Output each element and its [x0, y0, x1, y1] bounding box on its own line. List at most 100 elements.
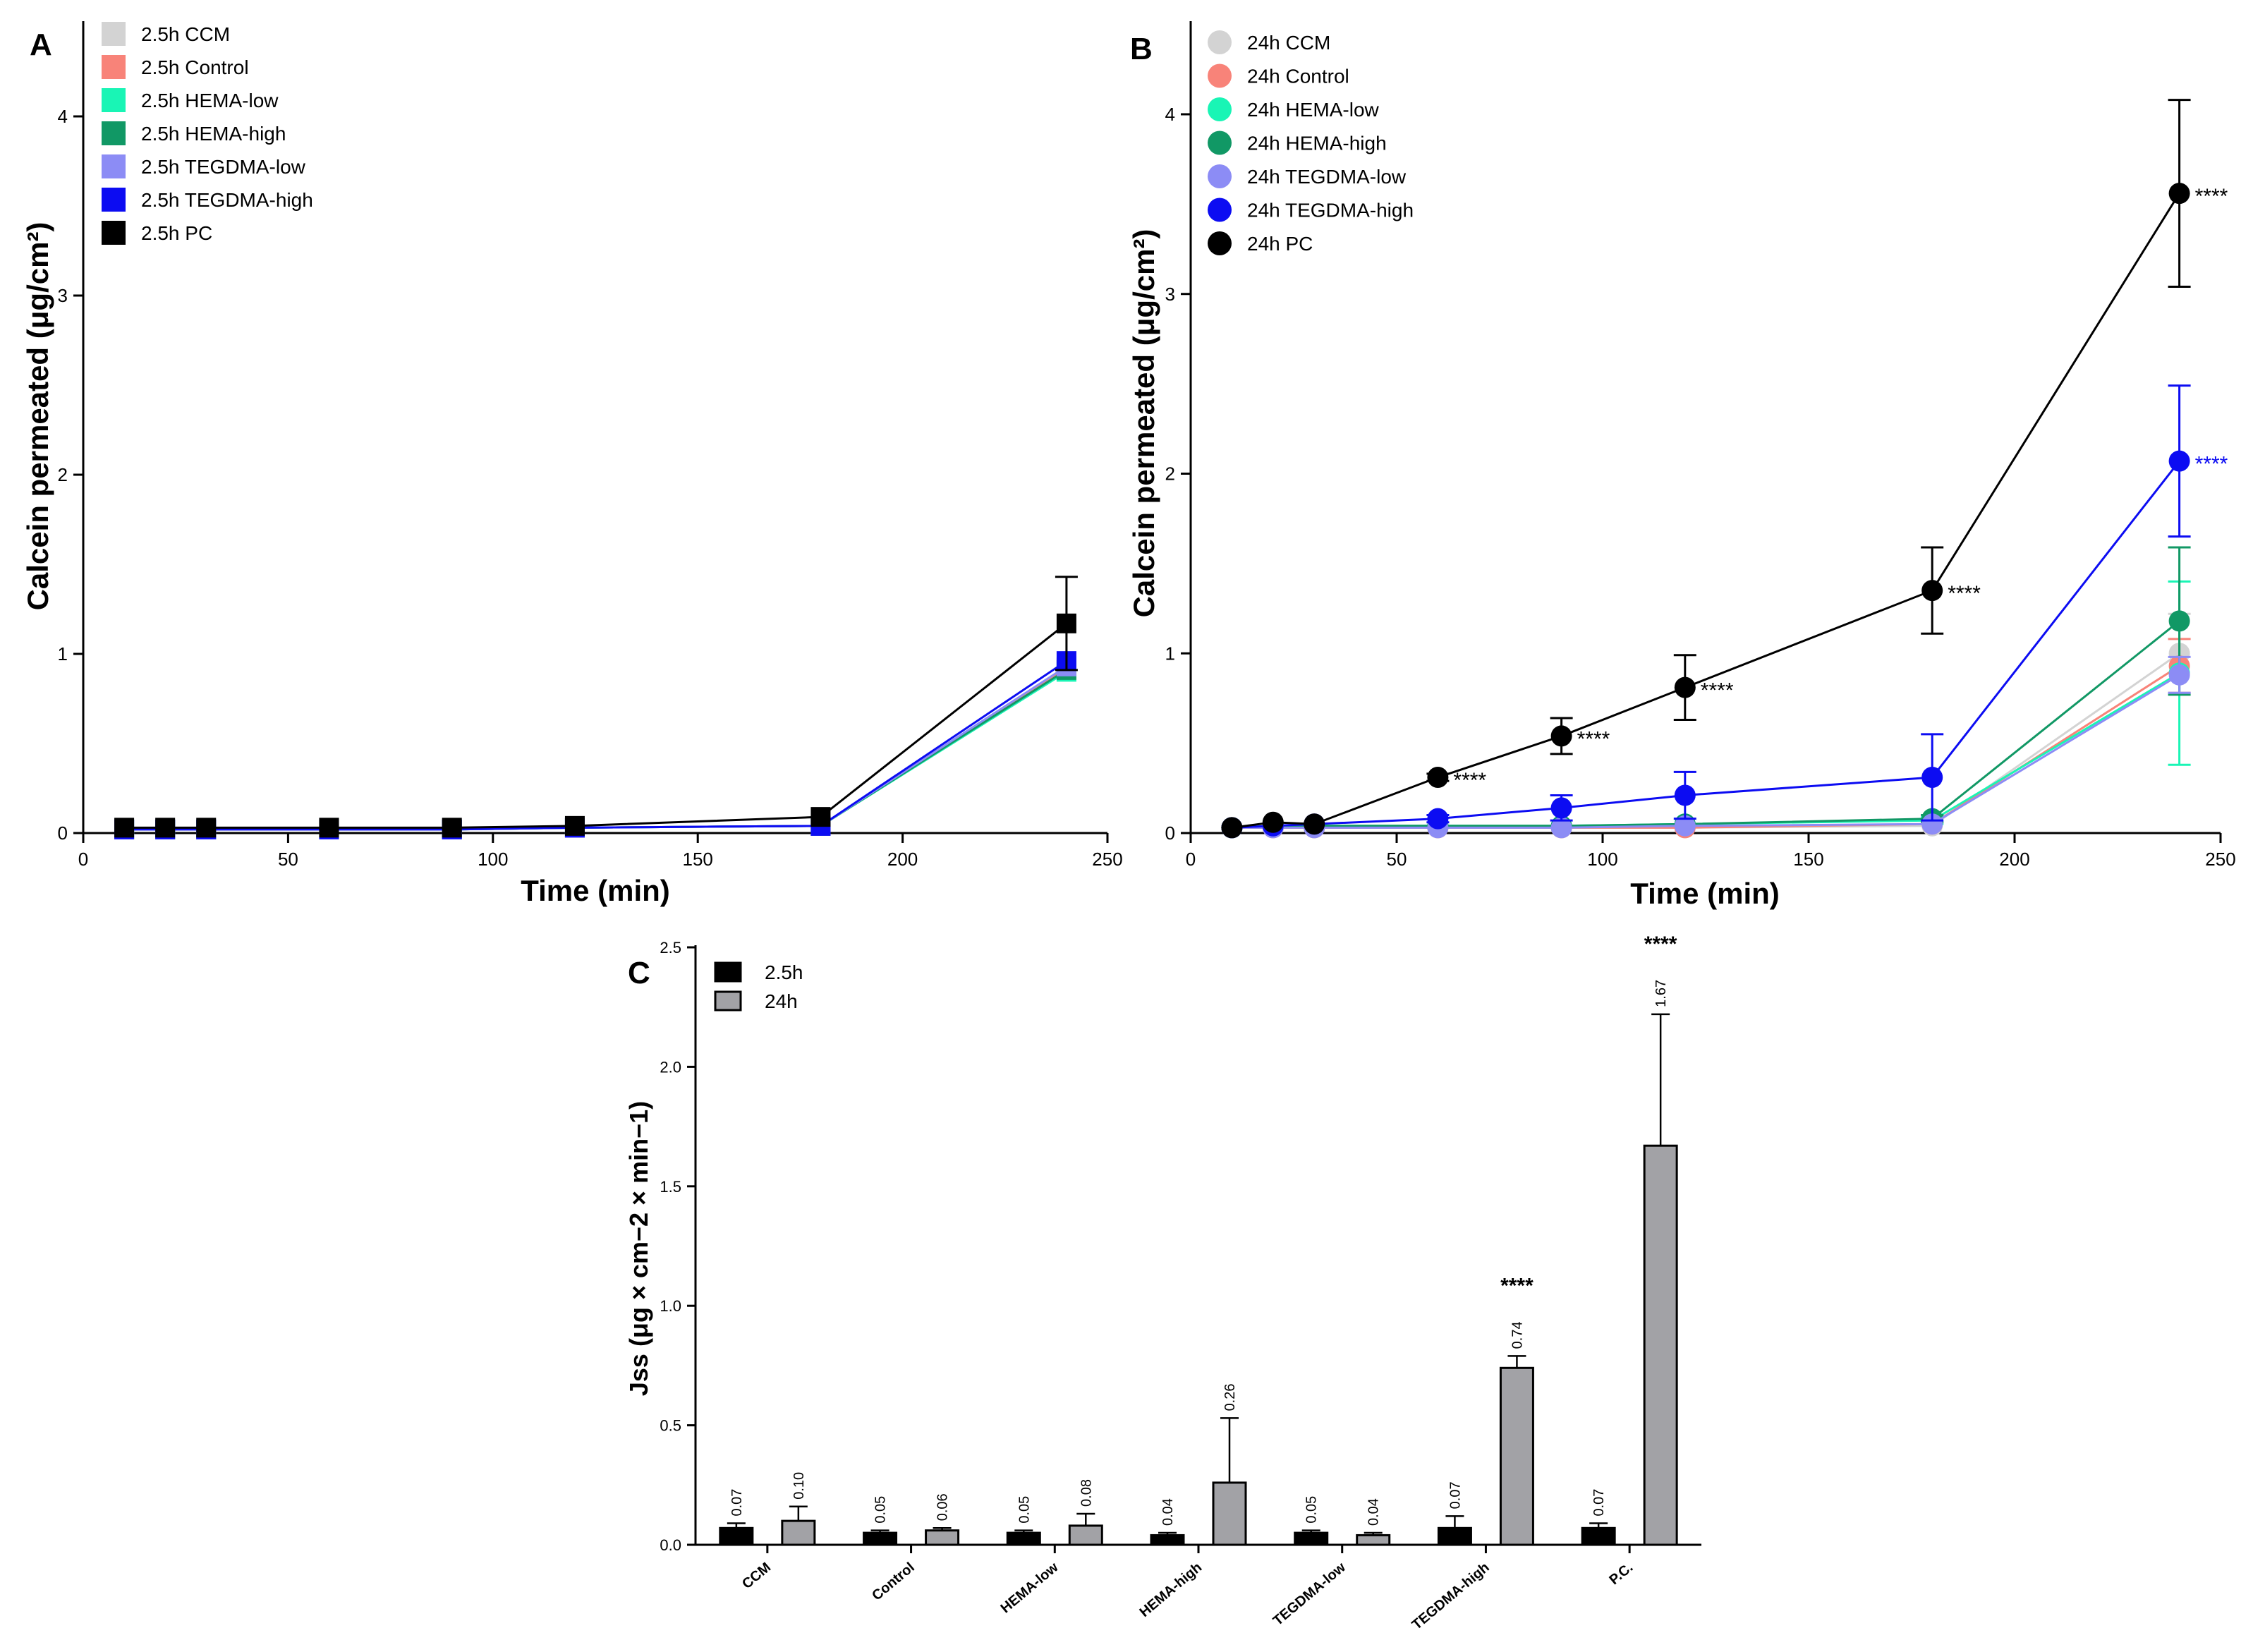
panel-c-category-labels: CCM Control HEMA-low HEMA-high TEGDMA-low TEG… [739, 1545, 1636, 1633]
data-point [1262, 811, 1284, 833]
bar-24h-hema-high [1212, 1481, 1247, 1546]
legend-label: 24h PC [1247, 233, 1313, 255]
category-label: HEMA-high [1137, 1560, 1206, 1620]
panel-label-a: A [30, 28, 52, 62]
series-2-5h-tegdma-low [114, 656, 1076, 839]
significance-annotation: **** [1453, 769, 1486, 792]
series-line [124, 671, 1067, 831]
bar-24h-control [925, 1529, 960, 1546]
category-label: TEGDMA-low [1270, 1560, 1349, 1629]
data-point [1427, 808, 1449, 830]
significance-annotation: **** [2195, 185, 2228, 208]
series-2-5h-tegdma-high [114, 651, 1076, 839]
series-line [124, 622, 1067, 829]
x-tick-label: 150 [683, 849, 713, 870]
panel-c-plot: 0.00.51.01.52.02.5 0.070.100.05 0.06 0.050… [660, 933, 1701, 1633]
legend-label: 24h Control [1247, 66, 1349, 87]
legend-swatch [102, 121, 126, 145]
value-label: 0.06 [935, 1493, 951, 1521]
series-2-5h-pc [114, 576, 1078, 838]
data-point [1550, 725, 1572, 747]
data-point [196, 818, 217, 838]
data-point [2168, 183, 2190, 205]
value-label: 1.67 [1653, 980, 1669, 1007]
legend-label: 24h TEGDMA-low [1247, 166, 1407, 188]
series-line [124, 667, 1067, 831]
legend-swatch [1208, 198, 1232, 222]
x-tick-label: 250 [1092, 849, 1122, 870]
panel-c-bars: 0.07 0.10 0.05 0.06 0.05 0.08 0.04 0.26 0.05 0.04… [719, 933, 1678, 1546]
value-label: 0.05 [1016, 1496, 1032, 1524]
data-point [1674, 815, 1696, 837]
data-point [1550, 797, 1572, 819]
bar-2-5h-control [863, 1531, 898, 1546]
legend-swatch [1208, 97, 1232, 121]
panel-b-y-axis-title: Calcein permeated (μg/cm²) [1127, 229, 1160, 618]
data-point [2168, 450, 2190, 472]
y-tick-label: 0.5 [660, 1417, 681, 1435]
legend-swatch [1208, 30, 1232, 54]
y-tick-label: 4 [58, 106, 68, 127]
x-tick-label: 50 [1387, 849, 1407, 870]
panel-b-legend: 24h CCM 24h Control 24h HEMA-low 24h HEMA-h… [1208, 30, 1414, 255]
value-label: 0.04 [1160, 1498, 1176, 1526]
x-tick-label: 50 [278, 849, 298, 870]
significance-annotation: **** [1644, 933, 1677, 956]
legend-label: 2.5h [765, 961, 803, 983]
legend-label: 2.5h CCM [141, 23, 230, 45]
legend-swatch [102, 188, 126, 212]
y-tick-label: 0.0 [660, 1536, 681, 1554]
category-label: TEGDMA-high [1409, 1560, 1493, 1633]
x-tick-label: 0 [78, 849, 88, 870]
panel-a-plot: 0 1 2 3 4 0 50 100 150 200 250 [58, 21, 1123, 870]
value-label: 0.74 [1510, 1321, 1525, 1349]
legend-swatch [714, 990, 742, 1012]
series-24h-hema-low [1221, 580, 2191, 839]
legend-label: 24h [765, 990, 798, 1012]
bar-2-5h-hema-high [1150, 1533, 1185, 1546]
series-line [124, 669, 1067, 831]
y-tick-label: 2.5 [660, 939, 681, 956]
value-label: 0.04 [1366, 1498, 1382, 1526]
panel-c-y-axis-title: Jss (μg × cm−2 × min−1) [624, 1101, 653, 1396]
legend-swatch [102, 154, 126, 178]
y-tick-label: 1.5 [660, 1178, 681, 1196]
y-tick-label: 2 [1165, 463, 1175, 485]
bar-2-5h-ccm [719, 1526, 754, 1546]
legend-swatch [1208, 164, 1232, 188]
category-label: CCM [739, 1560, 774, 1592]
data-point [1674, 784, 1696, 806]
bar-2-5h-hema-low [1006, 1531, 1041, 1546]
data-point [319, 818, 339, 838]
value-label: 0.08 [1079, 1479, 1094, 1507]
panel-label-c: C [628, 956, 650, 990]
legend-label: 24h HEMA-low [1247, 99, 1380, 121]
series-line [124, 660, 1067, 831]
series-24h-pc [1221, 99, 2191, 839]
bar-24h-tegdma-low [1356, 1533, 1391, 1546]
panel-b-annotations: **** **** **** **** **** **** [1453, 185, 2228, 792]
legend-label: 2.5h TEGDMA-high [141, 189, 313, 211]
data-point [1221, 817, 1243, 839]
series-2-5h-control [114, 658, 1076, 839]
legend-label: 2.5h HEMA-low [141, 90, 279, 111]
legend-swatch [1208, 231, 1232, 255]
data-point [1304, 813, 1325, 835]
series-line [1232, 193, 2180, 829]
y-tick-label: 1 [1165, 643, 1175, 664]
significance-annotation: **** [1500, 1274, 1534, 1297]
x-tick-label: 200 [887, 849, 918, 870]
legend-label: 2.5h TEGDMA-low [141, 156, 306, 178]
legend-label: 24h CCM [1247, 32, 1330, 54]
data-point [2168, 664, 2190, 686]
series-line [124, 665, 1067, 831]
value-label: 0.07 [729, 1489, 745, 1517]
category-label: HEMA-low [998, 1560, 1062, 1617]
data-point [2168, 610, 2190, 632]
legend-swatch [102, 22, 126, 46]
panel-b-x-axis-title: Time (min) [1630, 877, 1780, 910]
legend-swatch [1208, 130, 1232, 155]
legend-swatch [102, 55, 126, 79]
panel-c-legend: 2.5h 24h [714, 961, 803, 1012]
